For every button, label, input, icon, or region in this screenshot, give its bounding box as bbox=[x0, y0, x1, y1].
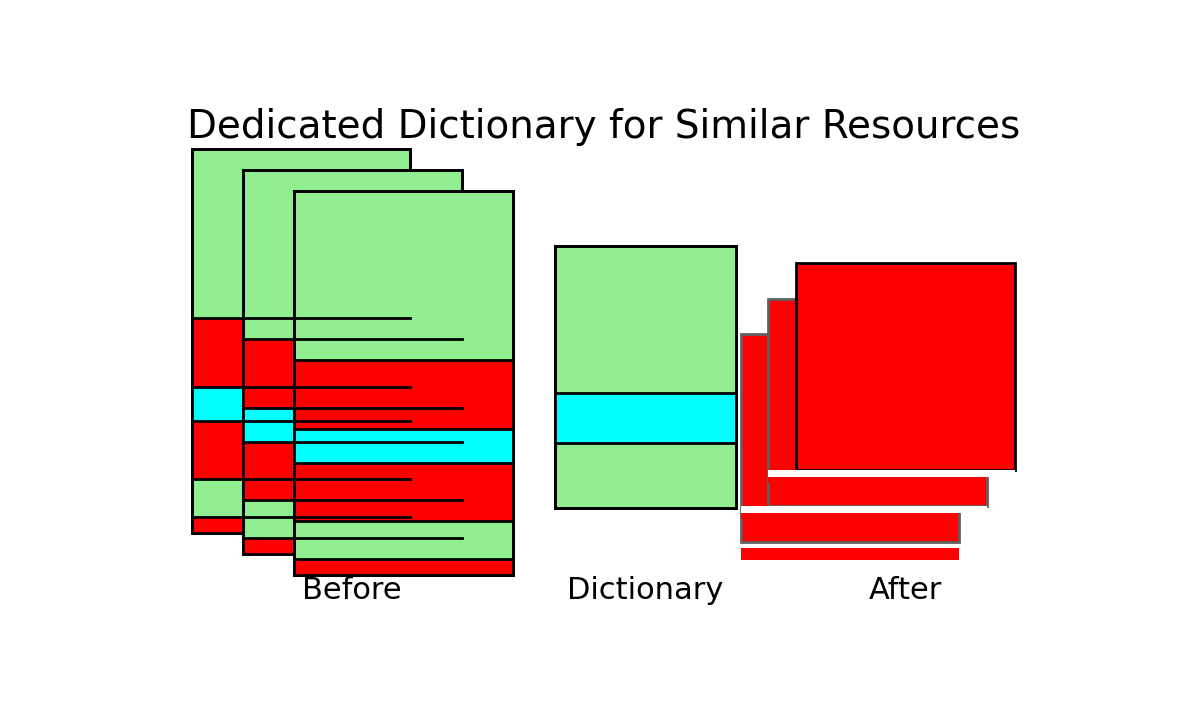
Text: Dictionary: Dictionary bbox=[568, 576, 724, 605]
Bar bbox=[242, 170, 462, 554]
Bar bbox=[554, 393, 736, 443]
Bar bbox=[768, 470, 1015, 477]
Bar bbox=[294, 360, 512, 429]
Bar bbox=[294, 559, 512, 574]
Bar bbox=[294, 191, 512, 574]
Bar bbox=[740, 334, 959, 541]
Bar bbox=[242, 538, 462, 554]
Text: Before: Before bbox=[302, 576, 402, 605]
Bar bbox=[192, 318, 410, 387]
Bar bbox=[554, 246, 736, 508]
Bar bbox=[294, 429, 512, 463]
Bar bbox=[242, 408, 462, 442]
Bar bbox=[242, 170, 462, 554]
Bar bbox=[740, 505, 986, 513]
Bar bbox=[294, 463, 512, 521]
Bar bbox=[768, 477, 802, 483]
Bar bbox=[554, 246, 736, 508]
Bar bbox=[242, 339, 462, 408]
Bar bbox=[740, 513, 773, 519]
Bar bbox=[192, 518, 410, 533]
Bar bbox=[192, 422, 410, 479]
Bar bbox=[294, 191, 512, 574]
Text: After: After bbox=[869, 576, 942, 605]
Bar bbox=[768, 298, 986, 505]
Bar bbox=[242, 442, 462, 500]
Text: Dedicated Dictionary for Similar Resources: Dedicated Dictionary for Similar Resourc… bbox=[187, 108, 1020, 146]
Bar bbox=[192, 387, 410, 422]
Bar bbox=[192, 149, 410, 533]
Bar bbox=[192, 149, 410, 533]
Bar bbox=[797, 262, 1015, 470]
Bar bbox=[740, 548, 959, 560]
